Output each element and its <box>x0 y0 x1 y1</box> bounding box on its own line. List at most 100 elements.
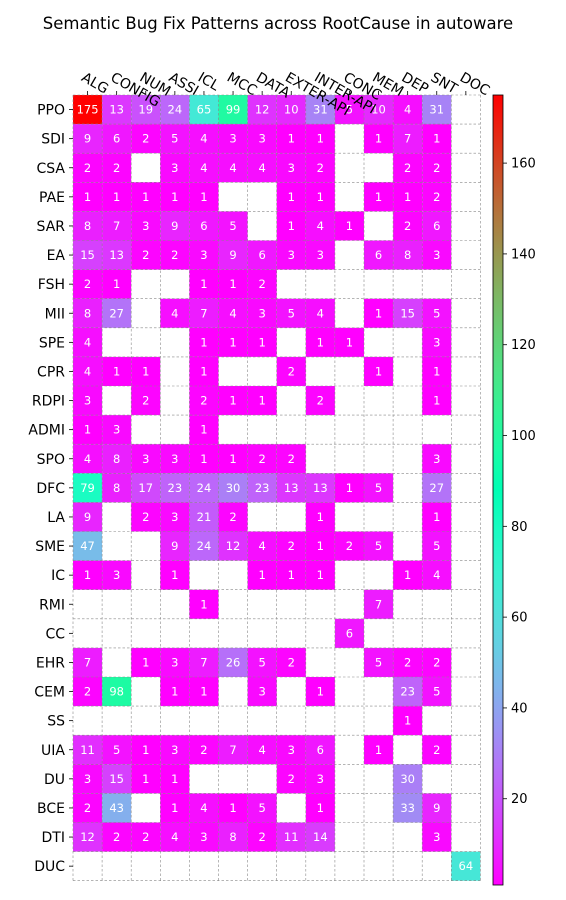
heatmap-cell <box>189 356 219 386</box>
heatmap-cell <box>247 793 277 823</box>
cell-value-label: 7 <box>404 132 411 146</box>
cell-value-label: 11 <box>80 743 95 757</box>
cell-value-label: 4 <box>433 568 440 582</box>
cell-value-label: 3 <box>288 248 295 262</box>
cell-value-label: 15 <box>109 772 124 786</box>
heatmap-cell <box>160 444 190 474</box>
heatmap-cell <box>189 124 219 154</box>
heatmap-cell <box>102 124 132 154</box>
heatmap-cell <box>102 211 132 241</box>
heatmap-cell <box>218 298 248 328</box>
heatmap-cell <box>160 124 190 154</box>
heatmap-cell <box>73 211 103 241</box>
cell-value-label: 1 <box>258 335 265 349</box>
cell-value-label: 11 <box>284 830 299 844</box>
cell-value-label: 5 <box>171 132 178 146</box>
cell-value-label: 14 <box>313 830 328 844</box>
cell-value-label: 3 <box>433 248 440 262</box>
heatmap-cell <box>218 735 248 765</box>
heatmap-cell <box>102 473 132 503</box>
cell-value-label: 10 <box>371 103 386 117</box>
colorbar-tick-label: 120 <box>511 338 536 353</box>
cell-value-label: 27 <box>429 481 444 495</box>
cell-value-label: 10 <box>284 103 299 117</box>
cell-value-label: 98 <box>109 685 124 699</box>
cell-value-label: 7 <box>229 743 236 757</box>
cell-value-label: 1 <box>288 219 295 233</box>
colorbar-tick-label: 100 <box>511 429 536 444</box>
heatmap-cell <box>305 240 335 270</box>
cell-value-label: 30 <box>226 481 241 495</box>
heatmap-cell <box>102 677 132 707</box>
cell-value-label: 5 <box>258 801 265 815</box>
heatmap-grid <box>72 94 481 882</box>
cell-value-label: 3 <box>171 655 178 669</box>
cell-value-label: 13 <box>284 481 299 495</box>
cell-value-label: 1 <box>229 277 236 291</box>
heatmap-cell <box>334 531 364 561</box>
cell-value-label: 1 <box>142 772 149 786</box>
heatmap-cell <box>102 356 132 386</box>
cell-value-label: 3 <box>229 132 236 146</box>
x-tick-label: ALG <box>79 70 111 98</box>
heatmap-cell <box>189 386 219 416</box>
heatmap-cell <box>102 560 132 590</box>
cell-value-label: 4 <box>84 452 91 466</box>
cell-value-label: 4 <box>84 364 91 378</box>
cell-value-label: 12 <box>255 103 270 117</box>
heatmap-cell <box>393 298 423 328</box>
cell-value-label: 12 <box>226 539 241 553</box>
cell-value-label: 99 <box>226 103 241 117</box>
cell-value-label: 1 <box>229 801 236 815</box>
cell-value-label: 5 <box>288 306 295 320</box>
cell-value-label: 47 <box>80 539 95 553</box>
cell-value-label: 3 <box>433 452 440 466</box>
heatmap-cell <box>364 356 394 386</box>
cell-value-label: 1 <box>375 743 382 757</box>
cell-value-label: 1 <box>288 132 295 146</box>
cell-value-label: 3 <box>171 161 178 175</box>
heatmap-cell <box>422 793 452 823</box>
cell-value-label: 4 <box>229 161 236 175</box>
heatmap-cell <box>393 182 423 212</box>
cell-value-label: 2 <box>200 394 207 408</box>
cell-value-label: 1 <box>433 132 440 146</box>
heatmap-cell <box>189 95 219 125</box>
y-tick-label: SAR <box>37 219 66 235</box>
cell-value-label: 1 <box>317 510 324 524</box>
cell-value-label: 9 <box>433 801 440 815</box>
cell-value-label: 2 <box>288 655 295 669</box>
colorbar: 20 40 60 80 100 120 140 160 <box>492 94 536 886</box>
cell-value-label: 2 <box>433 743 440 757</box>
cell-value-label: 5 <box>113 743 120 757</box>
heatmap-cell <box>334 327 364 357</box>
heatmap-cell <box>276 298 306 328</box>
heatmap-cell <box>305 386 335 416</box>
cell-value-label: 2 <box>433 190 440 204</box>
heatmap-cell <box>393 240 423 270</box>
cell-value-label: 2 <box>84 277 91 291</box>
heatmap-cell <box>247 124 277 154</box>
heatmap-cell <box>276 560 306 590</box>
cell-value-label: 1 <box>404 714 411 728</box>
cell-value-label: 2 <box>84 161 91 175</box>
heatmap-cell <box>189 473 219 503</box>
cell-value-label: 2 <box>288 539 295 553</box>
heatmap-cell <box>189 647 219 677</box>
cell-labels: 175 13 19 24 65 99 12 10 31 5 10 4 319 6 2 5 4 3 3 1 1 1 7 12 2 3… <box>77 103 474 874</box>
heatmap-cell <box>102 444 132 474</box>
cell-value-label: 1 <box>84 190 91 204</box>
cell-value-label: 1 <box>200 452 207 466</box>
heatmap-cell <box>305 822 335 852</box>
heatmap-cell <box>131 240 161 270</box>
colorbar-tick-label: 140 <box>511 247 536 262</box>
cell-value-label: 31 <box>313 103 328 117</box>
colorbar-tick-label: 80 <box>511 520 528 535</box>
cell-value-label: 2 <box>142 132 149 146</box>
heatmap-cell <box>131 647 161 677</box>
cell-value-label: 4 <box>258 539 265 553</box>
y-tick-label: RMI <box>39 597 65 613</box>
heatmap-cell <box>131 735 161 765</box>
cell-value-label: 6 <box>375 248 382 262</box>
heatmap-cell <box>422 124 452 154</box>
